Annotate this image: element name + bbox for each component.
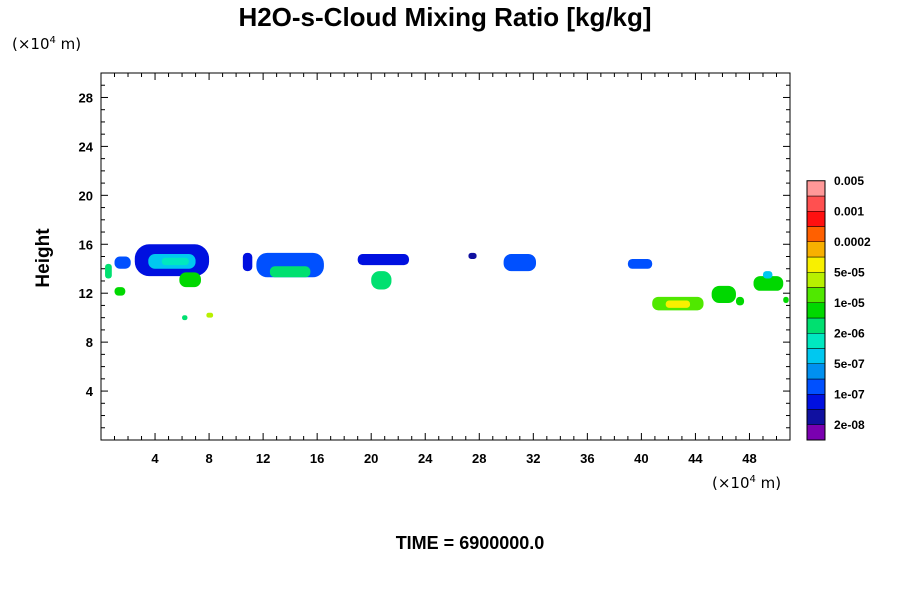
cloud-cell-0 <box>105 263 112 279</box>
colorbar-swatch <box>806 211 826 227</box>
colorbar-label: 2e-08 <box>834 418 865 432</box>
y-tick-label: 28 <box>79 90 93 105</box>
cloud-cell-6 <box>114 287 126 296</box>
x-tick-label: 4 <box>151 451 159 466</box>
cloud-cell-23 <box>783 296 789 303</box>
colorbar-swatch <box>806 409 826 425</box>
x-tick-label: 48 <box>742 451 756 466</box>
colorbar-label: 0.001 <box>834 204 864 218</box>
x-tick-label: 32 <box>526 451 540 466</box>
colorbar-swatch <box>806 394 826 410</box>
chart-title: H2O-s-Cloud Mixing Ratio [kg/kg] <box>238 2 651 32</box>
colorbar-swatch <box>806 333 826 349</box>
cloud-cell-22 <box>762 271 773 279</box>
colorbar-swatch <box>806 241 826 258</box>
x-axis-unit: (×104 m) <box>712 474 781 492</box>
colorbar-swatch <box>806 287 826 303</box>
y-axis-ticks: 4 8 12 16 20 24 28 <box>79 84 790 429</box>
x-tick-label: 12 <box>256 451 270 466</box>
cloud-cell-16 <box>627 258 653 269</box>
x-tick-label: 36 <box>580 451 594 466</box>
cloud-cell-12 <box>357 254 410 266</box>
x-tick-label: 24 <box>418 451 433 466</box>
y-tick-label: 24 <box>79 139 94 154</box>
colorbar-swatch <box>806 424 826 441</box>
colorbar-swatch <box>806 378 826 395</box>
time-label: TIME = 6900000.0 <box>396 533 545 553</box>
cloud-field <box>105 244 789 321</box>
colorbar-swatch <box>806 226 826 242</box>
x-axis-ticks: 4 8 12 16 20 24 28 32 36 40 44 48 <box>114 73 777 466</box>
y-tick-label: 16 <box>79 237 93 252</box>
colorbar-label: 5e-07 <box>834 357 865 371</box>
colorbar-swatch <box>806 317 826 334</box>
colorbar-swatch <box>806 302 826 319</box>
cloud-cell-1 <box>114 256 131 269</box>
cloud-cell-19 <box>711 285 736 303</box>
cloud-cell-11 <box>269 266 311 278</box>
x-tick-label: 16 <box>310 451 324 466</box>
cloud-cell-14 <box>468 252 477 259</box>
y-tick-label: 8 <box>86 335 93 350</box>
cloud-cell-15 <box>503 254 537 272</box>
cloud-cell-7 <box>182 315 188 321</box>
cloud-cell-20 <box>735 296 745 306</box>
cloud-cell-4 <box>161 257 189 266</box>
colorbar-label: 1e-07 <box>834 387 865 401</box>
colorbar-swatch <box>806 272 826 288</box>
colorbar-label: 0.0002 <box>834 235 871 249</box>
y-axis-unit: (×104 m) <box>12 35 81 53</box>
x-tick-label: 8 <box>205 451 212 466</box>
colorbar-label: 1e-05 <box>834 296 865 310</box>
y-axis-label: Height <box>33 228 54 288</box>
cloud-cell-9 <box>242 252 253 272</box>
cloud-cell-18 <box>665 300 691 308</box>
x-tick-label: 20 <box>364 451 378 466</box>
x-tick-label: 44 <box>688 451 703 466</box>
colorbar-swatch <box>806 180 826 197</box>
cloud-cell-21 <box>753 276 784 291</box>
cloud-cell-5 <box>179 272 201 288</box>
colorbar-frame <box>806 180 826 441</box>
colorbar: 2e-08 1e-07 5e-07 2e-06 1e-05 5e-05 0.0002 0.00… <box>806 174 871 441</box>
colorbar-swatch <box>806 195 826 212</box>
y-tick-label: 20 <box>79 188 93 203</box>
x-tick-label: 28 <box>472 451 486 466</box>
colorbar-swatch <box>806 348 826 364</box>
colorbar-label: 2e-06 <box>834 326 865 340</box>
cloud-cell-13 <box>371 271 392 290</box>
colorbar-swatch <box>806 256 826 273</box>
cloud-cell-8 <box>206 312 214 318</box>
y-tick-label: 12 <box>79 286 93 301</box>
colorbar-label: 5e-05 <box>834 265 865 279</box>
x-tick-label: 40 <box>634 451 648 466</box>
colorbar-swatch <box>806 363 826 380</box>
colorbar-label: 0.005 <box>834 174 864 188</box>
y-tick-label: 4 <box>86 384 94 399</box>
